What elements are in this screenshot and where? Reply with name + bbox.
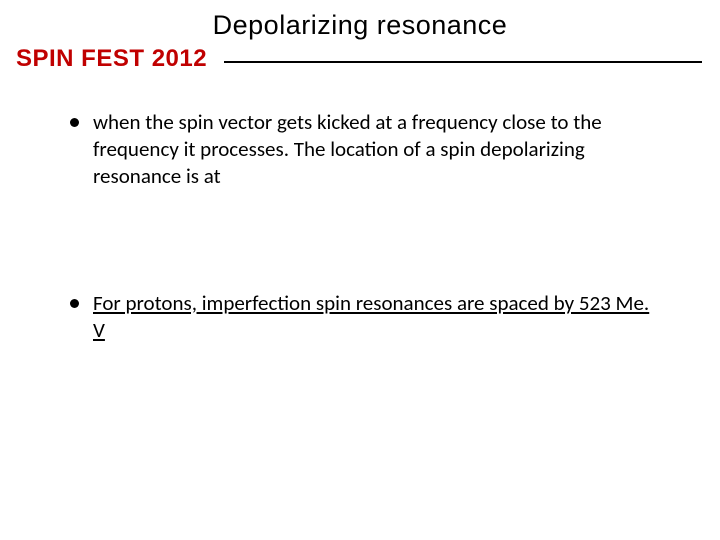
brand-label: SPIN FEST 2012 — [16, 45, 207, 73]
bullet-text: For protons, imperfection spin resonance… — [93, 290, 660, 344]
bullet-dot-icon — [70, 118, 79, 127]
list-item: when the spin vector gets kicked at a fr… — [70, 109, 660, 190]
bullet-list: when the spin vector gets kicked at a fr… — [0, 109, 720, 343]
page-title: Depolarizing resonance — [0, 0, 720, 41]
bullet-dot-icon — [70, 299, 79, 308]
header-divider — [224, 61, 702, 63]
header-row: SPIN FEST 2012 — [0, 45, 720, 81]
list-item: For protons, imperfection spin resonance… — [70, 290, 660, 344]
bullet-text: when the spin vector gets kicked at a fr… — [93, 109, 660, 190]
